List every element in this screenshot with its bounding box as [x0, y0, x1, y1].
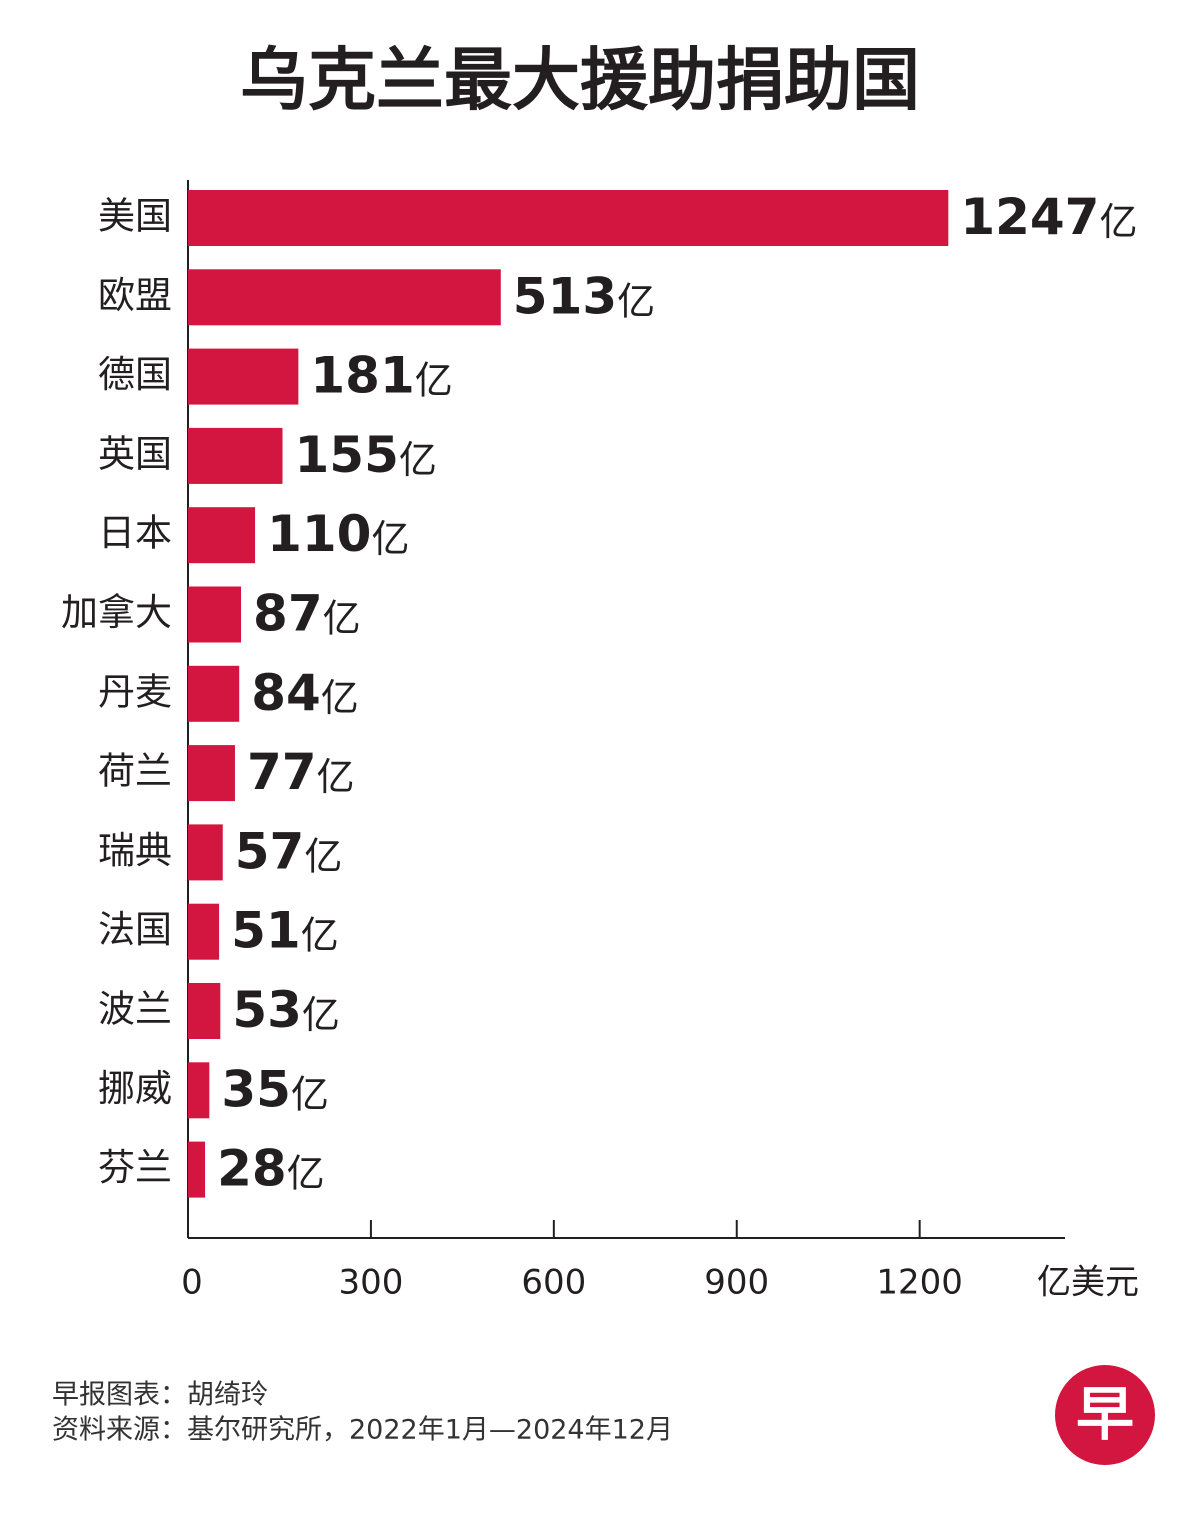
- chart-title: 乌克兰最大援助捐助国: [240, 42, 920, 121]
- bar: [188, 586, 242, 643]
- y-tick-label: 日本: [98, 512, 172, 555]
- value-label: 77亿: [247, 743, 355, 801]
- y-tick-label: 芬兰: [98, 1146, 172, 1189]
- x-tick-label: 300: [338, 1263, 403, 1303]
- logo: 早: [1076, 1380, 1134, 1448]
- x-axis-label: 亿美元: [1037, 1263, 1139, 1303]
- bar: [188, 507, 256, 564]
- y-tick-label: 瑞典: [98, 829, 172, 872]
- y-tick-label: 挪威: [98, 1067, 172, 1110]
- x-tick-label: 600: [521, 1263, 586, 1303]
- y-tick-label: 德国: [98, 353, 172, 396]
- y-tick-label: 加拿大: [61, 591, 172, 634]
- bar: [188, 269, 501, 326]
- y-tick-label: 丹麦: [98, 670, 172, 713]
- source: 资料来源：基尔研究所，2022年1月—2024年12月: [52, 1415, 673, 1446]
- x-tick-label: 0: [181, 1263, 203, 1303]
- bar: [188, 190, 949, 246]
- value-label: 35亿: [221, 1060, 329, 1118]
- bar: [188, 983, 221, 1039]
- value-label: 57亿: [235, 822, 343, 880]
- y-tick-label: 英国: [98, 432, 172, 475]
- x-tick-label: 1200: [876, 1263, 963, 1303]
- y-tick-label: 法国: [98, 908, 172, 951]
- x-tick-label: 900: [704, 1263, 769, 1303]
- value-label: 51亿: [231, 901, 339, 959]
- bar: [188, 427, 283, 484]
- bar: [188, 1062, 210, 1119]
- bar: [188, 665, 240, 722]
- credit: 早报图表：胡绮玲: [52, 1380, 268, 1411]
- value-label: 513亿: [513, 267, 655, 325]
- value-label: 84亿: [251, 663, 359, 721]
- value-label: 28亿: [217, 1139, 325, 1197]
- bar: [188, 903, 220, 960]
- bar: [188, 348, 299, 405]
- value-label: 87亿: [253, 584, 361, 642]
- bar: [188, 824, 223, 881]
- bar: [188, 1141, 206, 1198]
- value-label: 110亿: [267, 505, 409, 563]
- y-tick-label: 美国: [98, 195, 172, 238]
- y-tick-label: 欧盟: [98, 274, 172, 317]
- y-tick-label: 荷兰: [98, 750, 172, 793]
- y-tick-label: 波兰: [98, 988, 172, 1031]
- value-label: 155亿: [295, 425, 437, 483]
- value-label: 181亿: [310, 346, 452, 404]
- value-label: 1247亿: [960, 188, 1137, 246]
- bar: [188, 745, 235, 802]
- value-label: 53亿: [232, 981, 340, 1039]
- logo-circle: [1055, 1365, 1155, 1465]
